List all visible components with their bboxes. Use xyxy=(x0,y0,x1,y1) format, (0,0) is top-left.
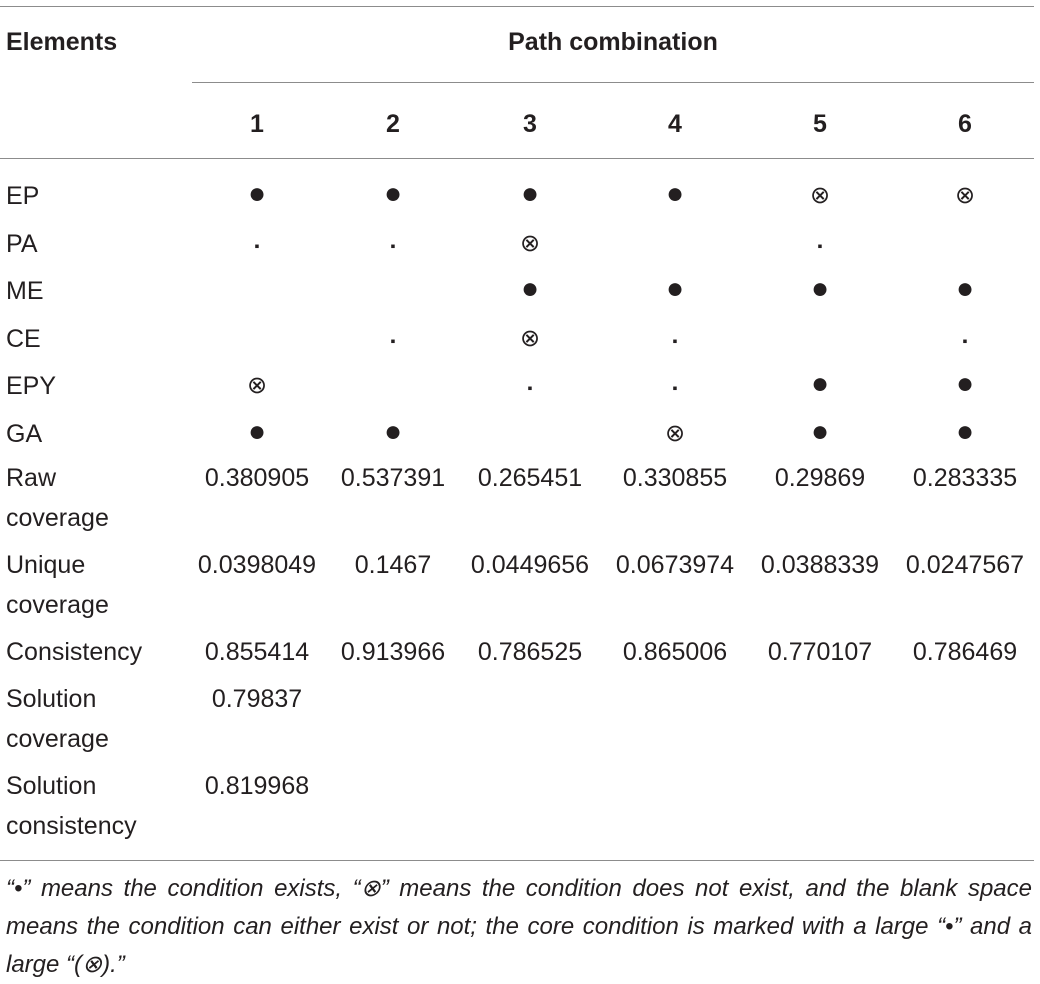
core-condition-mark: ● xyxy=(955,272,975,305)
peripheral-condition-mark: ■ xyxy=(390,241,396,250)
absent-condition-mark: ⊗ xyxy=(246,372,268,399)
metric-label: Consistency xyxy=(6,638,143,666)
metric-value: 0.1467 xyxy=(354,551,432,579)
metric-label: Unique xyxy=(6,551,86,579)
metric-value: 0.283335 xyxy=(912,464,1018,492)
row-label-epy: EPY xyxy=(6,372,57,400)
metric-label-cont: coverage xyxy=(6,591,109,619)
peripheral-condition-mark: ■ xyxy=(254,241,260,250)
path-combination-rule xyxy=(192,82,1034,83)
core-condition-mark: ● xyxy=(383,414,403,448)
solution-value: 0.819968 xyxy=(204,772,310,800)
absent-condition-mark: ⊗ xyxy=(519,229,541,257)
solution-label: Solution xyxy=(6,685,97,713)
metric-value: 0.913966 xyxy=(340,638,446,666)
metric-value: 0.330855 xyxy=(622,464,728,492)
footnote: “•” means the condition exists, “⊗” mean… xyxy=(6,875,1032,978)
absent-condition-mark: ⊗ xyxy=(954,182,976,209)
peripheral-condition-mark: ■ xyxy=(817,241,823,250)
metric-value: 0.265451 xyxy=(477,464,583,492)
core-condition-mark: ● xyxy=(247,177,267,210)
absent-condition-mark: ⊗ xyxy=(519,324,541,352)
column-header-3: 3 xyxy=(523,110,537,138)
core-condition-mark: ● xyxy=(810,272,830,305)
metric-label: Raw xyxy=(6,464,57,492)
row-label-ep: EP xyxy=(6,182,40,210)
metric-value: 0.0247567 xyxy=(905,551,1025,579)
peripheral-condition-mark: ■ xyxy=(672,383,678,393)
row-label-pa: PA xyxy=(6,229,38,258)
metric-value: 0.0673974 xyxy=(615,551,735,579)
metric-label-cont: coverage xyxy=(6,504,109,532)
row-label-ga: GA xyxy=(6,419,43,448)
metric-value: 0.855414 xyxy=(204,638,310,666)
core-condition-mark: ● xyxy=(955,367,975,400)
metric-value: 0.29869 xyxy=(774,464,866,492)
metric-value: 0.0388339 xyxy=(760,551,880,579)
peripheral-condition-mark: ■ xyxy=(527,383,533,393)
peripheral-condition-mark: ■ xyxy=(962,336,968,345)
column-header-2: 2 xyxy=(386,110,400,138)
top-rule xyxy=(0,6,1034,7)
row-label-me: ME xyxy=(6,277,44,305)
absent-condition-mark: ⊗ xyxy=(664,419,686,447)
solution-value: 0.79837 xyxy=(211,685,303,713)
column-header-4: 4 xyxy=(668,110,682,138)
column-header-6: 6 xyxy=(958,110,972,138)
metric-value: 0.537391 xyxy=(340,464,446,492)
metric-value: 0.0449656 xyxy=(470,551,590,579)
metric-value: 0.380905 xyxy=(204,464,310,492)
path-combination-header: Path combination xyxy=(508,28,718,56)
solution-label: Solution xyxy=(6,772,97,800)
core-condition-mark: ● xyxy=(665,177,685,210)
solution-label-cont: coverage xyxy=(6,725,109,753)
solution-label-cont: consistency xyxy=(6,812,137,840)
peripheral-condition-mark: ■ xyxy=(672,336,678,345)
peripheral-condition-mark: ■ xyxy=(390,336,396,345)
core-condition-mark: ● xyxy=(665,272,685,305)
metric-value: 0.0398049 xyxy=(197,551,317,579)
metric-value: 0.865006 xyxy=(622,638,728,666)
core-condition-mark: ● xyxy=(955,414,975,448)
metric-value: 0.770107 xyxy=(767,638,873,666)
elements-header: Elements xyxy=(6,28,118,56)
core-condition-mark: ● xyxy=(810,367,830,400)
core-condition-mark: ● xyxy=(520,177,540,210)
core-condition-mark: ● xyxy=(247,414,267,448)
core-condition-mark: ● xyxy=(520,272,540,305)
absent-condition-mark: ⊗ xyxy=(809,182,831,209)
column-header-5: 5 xyxy=(813,110,827,138)
core-condition-mark: ● xyxy=(810,414,830,448)
metric-value: 0.786525 xyxy=(477,638,583,666)
header-rule xyxy=(0,158,1034,159)
column-header-1: 1 xyxy=(250,110,264,138)
metric-value: 0.786469 xyxy=(912,638,1018,666)
row-label-ce: CE xyxy=(6,324,41,353)
bottom-rule xyxy=(0,860,1034,861)
core-condition-mark: ● xyxy=(383,177,403,210)
